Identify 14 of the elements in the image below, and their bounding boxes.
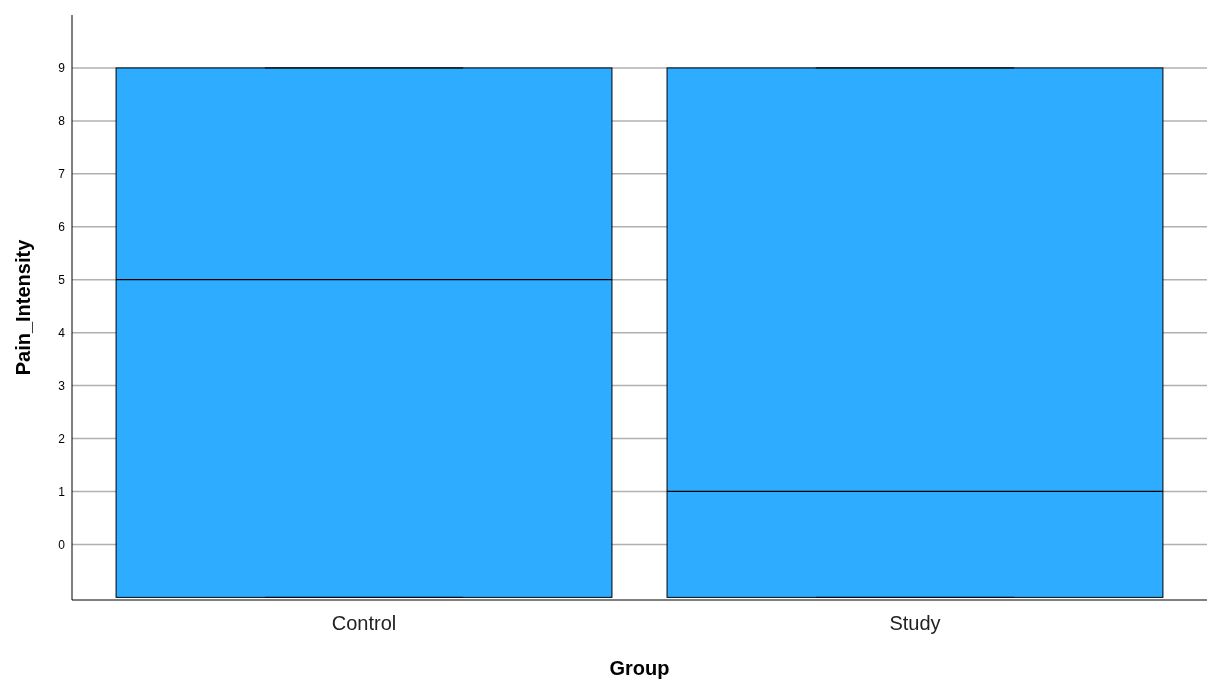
y-tick-label: 0 (58, 537, 66, 552)
y-tick-label: 9 (58, 61, 66, 76)
y-tick-label: 8 (58, 114, 66, 129)
y-tick-label: 5 (58, 272, 66, 287)
x-tick-label: Control (331, 612, 397, 634)
y-axis-title: Pain_Intensity (12, 238, 34, 376)
y-tick-label: 1 (58, 484, 66, 499)
y-tick-label: 4 (58, 325, 66, 340)
y-tick-label: 6 (58, 219, 66, 234)
y-tick-label: 2 (58, 431, 66, 446)
x-tick-label: Study (889, 612, 941, 634)
x-axis-title: Group (609, 657, 670, 679)
y-tick-label: 7 (58, 167, 66, 182)
y-tick-label: 3 (58, 378, 66, 393)
